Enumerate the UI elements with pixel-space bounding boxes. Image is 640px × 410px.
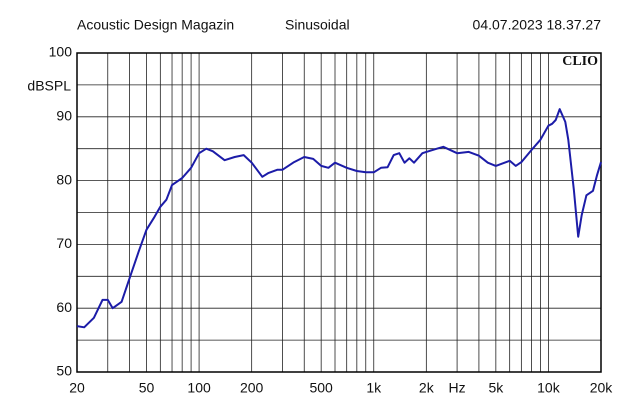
x-tick-label: 2k: [419, 380, 435, 396]
x-tick-label: 5k: [488, 380, 504, 396]
chart-subtitle: Sinusoidal: [285, 17, 350, 33]
x-tick-label: 1k: [366, 380, 382, 396]
x-tick-label: 100: [187, 380, 211, 396]
x-tick-label: 10k: [537, 380, 561, 396]
y-tick-label: 50: [56, 363, 72, 379]
chart-title: Acoustic Design Magazin: [77, 17, 234, 33]
y-tick-label: 60: [56, 299, 72, 315]
x-tick-label: 20: [69, 380, 85, 396]
plot-frame: [76, 52, 602, 373]
x-tick-label: 500: [309, 380, 333, 396]
x-tick-label: 20k: [590, 380, 614, 396]
brand: CLIO: [562, 54, 598, 69]
y-axis-label: dBSPL: [27, 78, 71, 94]
y-tick-label: 80: [56, 171, 72, 187]
y-tick-label: 70: [56, 235, 72, 251]
response-curve: [76, 108, 602, 329]
y-tick-label: 100: [49, 44, 73, 60]
x-axis-label: Hz: [449, 380, 466, 396]
y-tick-label: 90: [56, 108, 72, 124]
x-tick-label: 200: [240, 380, 264, 396]
date: 04.07.2023 18.37.27: [473, 17, 602, 33]
x-tick-label: 50: [139, 380, 155, 396]
